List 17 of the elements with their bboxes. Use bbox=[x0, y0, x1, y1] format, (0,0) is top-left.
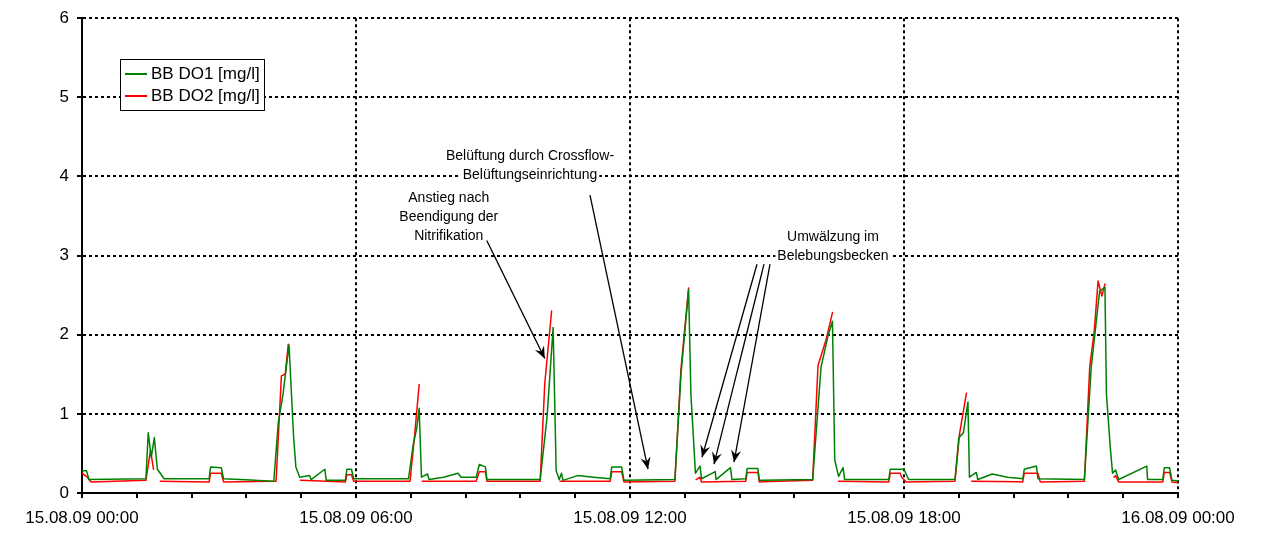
x-tick-label: 15.08.09 00:00 bbox=[25, 507, 139, 527]
x-tick-label: 15.08.09 06:00 bbox=[299, 507, 413, 527]
y-tick-label: 6 bbox=[59, 7, 69, 27]
x-tick-label: 15.08.09 12:00 bbox=[573, 507, 687, 527]
x-tick-label: 16.08.09 00:00 bbox=[1121, 507, 1235, 527]
y-tick-label: 4 bbox=[59, 166, 69, 186]
annotation: Umwälzung im Belebungsbecken bbox=[777, 228, 889, 264]
y-tick-label: 3 bbox=[59, 245, 69, 265]
y-tick-label: 5 bbox=[59, 87, 69, 107]
annotation: Belüftung durch Crossflow- Belüftungseinrichtung bbox=[445, 147, 615, 183]
legend-label: BB DO2 [mg/l] bbox=[151, 85, 260, 108]
y-tick-label: 0 bbox=[59, 482, 69, 502]
x-tick-label: 15.08.09 18:00 bbox=[847, 507, 961, 527]
y-tick-label: 1 bbox=[59, 403, 69, 423]
y-tick-label: 2 bbox=[59, 324, 69, 344]
legend-label: BB DO1 [mg/l] bbox=[151, 63, 260, 86]
annotation: Anstieg nach Beendigung der Nitrifikation bbox=[399, 189, 499, 244]
